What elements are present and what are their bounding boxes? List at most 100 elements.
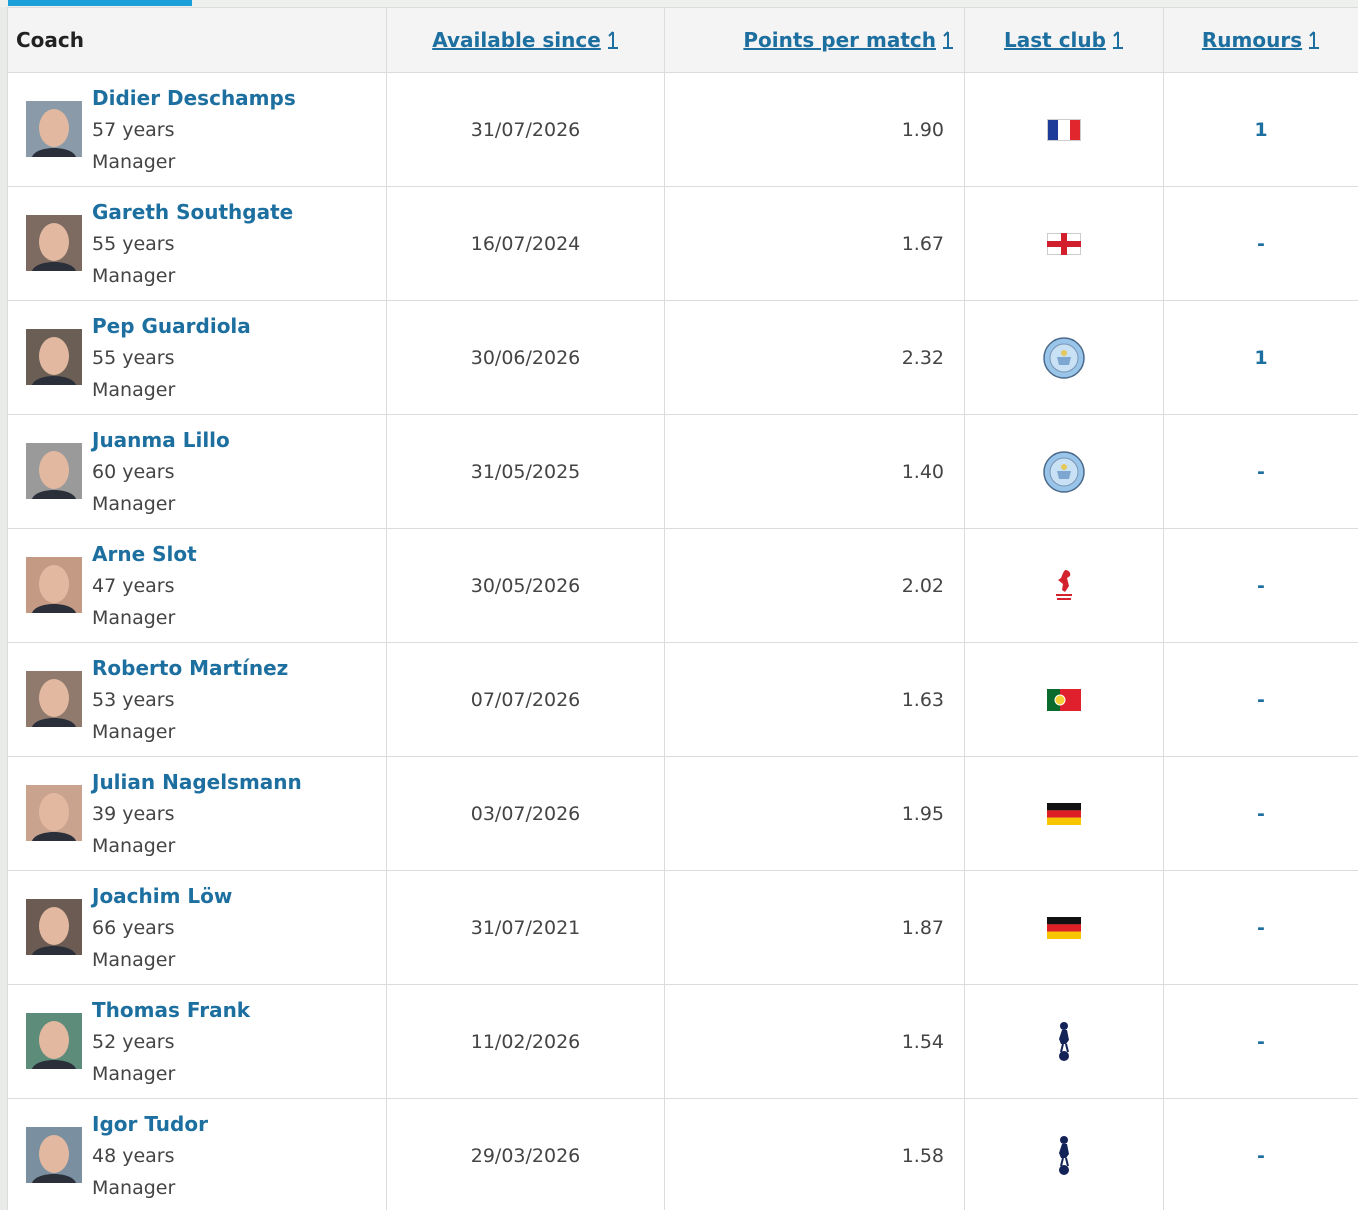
last-club bbox=[964, 1098, 1164, 1210]
coach-photo bbox=[26, 557, 82, 613]
coach-role: Manager bbox=[92, 949, 176, 971]
coach-age: 60 years bbox=[92, 461, 175, 483]
sort-link[interactable]: Rumours bbox=[1201, 28, 1303, 52]
coach-age: 48 years bbox=[92, 1145, 175, 1167]
available-since: 30/06/2026 bbox=[386, 300, 665, 415]
coach-photo bbox=[26, 1013, 82, 1069]
coach-cell: Julian Nagelsmann 39 years Manager bbox=[7, 756, 387, 871]
coach-name[interactable]: Juanma Lillo bbox=[92, 428, 230, 452]
club-liverpool bbox=[1056, 569, 1072, 600]
flag-england bbox=[1047, 232, 1081, 255]
sort-link[interactable]: Available since bbox=[432, 28, 601, 52]
coach-name[interactable]: Julian Nagelsmann bbox=[92, 770, 302, 794]
coach-age: 47 years bbox=[92, 575, 175, 597]
coach-row: Julian Nagelsmann 39 years Manager 03/07/20… bbox=[7, 756, 1358, 871]
coach-cell: Pep Guardiola 55 years Manager bbox=[7, 300, 387, 415]
coach-info: Didier Deschamps 57 years Manager bbox=[92, 82, 296, 178]
sort-icon bbox=[1309, 31, 1320, 49]
coach-role: Manager bbox=[92, 1063, 176, 1085]
coach-cell: Arne Slot 47 years Manager bbox=[7, 528, 387, 643]
coach-info: Joachim Löw 66 years Manager bbox=[92, 880, 232, 976]
coach-name[interactable]: Didier Deschamps bbox=[92, 86, 296, 110]
sort-link[interactable]: Last club bbox=[1004, 28, 1106, 52]
coach-name[interactable]: Igor Tudor bbox=[92, 1112, 208, 1136]
coach-row: Igor Tudor 48 years Manager 29/03/2026 1.58 - bbox=[7, 1098, 1358, 1210]
rumours: - bbox=[1163, 528, 1358, 643]
coach-role: Manager bbox=[92, 1177, 176, 1199]
last-club bbox=[964, 984, 1164, 1099]
points-per-match: 1.95 bbox=[664, 756, 965, 871]
coach-age: 66 years bbox=[92, 917, 175, 939]
club-tottenham bbox=[1059, 1135, 1069, 1175]
flag-germany bbox=[1047, 802, 1081, 825]
coach-role: Manager bbox=[92, 151, 176, 173]
coach-row: Thomas Frank 52 years Manager 11/02/2026 1.5… bbox=[7, 984, 1358, 1099]
sort-icon bbox=[607, 31, 618, 49]
coach-info: Gareth Southgate 55 years Manager bbox=[92, 196, 293, 292]
coach-info: Igor Tudor 48 years Manager bbox=[92, 1108, 208, 1204]
rumours: - bbox=[1163, 984, 1358, 1099]
rumours: 1 bbox=[1163, 300, 1358, 415]
rumours: - bbox=[1163, 414, 1358, 529]
coach-cell: Gareth Southgate 55 years Manager bbox=[7, 186, 387, 301]
coach-name[interactable]: Arne Slot bbox=[92, 542, 197, 566]
coach-age: 55 years bbox=[92, 233, 175, 255]
points-per-match: 1.67 bbox=[664, 186, 965, 301]
coach-cell: Juanma Lillo 60 years Manager bbox=[7, 414, 387, 529]
coach-row: Joachim Löw 66 years Manager 31/07/2021 1.87… bbox=[7, 870, 1358, 985]
coach-photo bbox=[26, 1127, 82, 1183]
header-text: Coach bbox=[16, 28, 85, 52]
coach-cell: Igor Tudor 48 years Manager bbox=[7, 1098, 387, 1210]
coach-role: Manager bbox=[92, 607, 176, 629]
sort-link[interactable]: Points per match bbox=[743, 28, 936, 52]
coach-row: Arne Slot 47 years Manager 30/05/2026 2.02 - bbox=[7, 528, 1358, 643]
points-per-match: 1.54 bbox=[664, 984, 965, 1099]
rumours: - bbox=[1163, 642, 1358, 757]
coach-role: Manager bbox=[92, 379, 176, 401]
coach-cell: Didier Deschamps 57 years Manager bbox=[7, 72, 387, 187]
coach-row: Didier Deschamps 57 years Manager 31/07/202… bbox=[7, 72, 1358, 187]
coach-role: Manager bbox=[92, 835, 176, 857]
coach-info: Julian Nagelsmann 39 years Manager bbox=[92, 766, 302, 862]
coach-cell: Thomas Frank 52 years Manager bbox=[7, 984, 387, 1099]
available-since: 03/07/2026 bbox=[386, 756, 665, 871]
last-club bbox=[964, 72, 1164, 187]
club-man-city bbox=[1043, 450, 1085, 493]
rumours: - bbox=[1163, 756, 1358, 871]
sort-icon bbox=[1112, 31, 1123, 49]
coach-photo bbox=[26, 671, 82, 727]
coach-role: Manager bbox=[92, 493, 176, 515]
coach-row: Juanma Lillo 60 years Manager 31/05/2025 1.4… bbox=[7, 414, 1358, 529]
coach-photo bbox=[26, 899, 82, 955]
active-tab[interactable] bbox=[8, 0, 192, 6]
coach-name[interactable]: Joachim Löw bbox=[92, 884, 233, 908]
header-row: Coach Available since Points per match L… bbox=[7, 7, 1358, 73]
coach-name[interactable]: Roberto Martínez bbox=[92, 656, 289, 680]
coach-photo bbox=[26, 101, 82, 157]
header-coach: Coach bbox=[7, 7, 387, 73]
coach-name[interactable]: Thomas Frank bbox=[92, 998, 251, 1022]
sort-icon bbox=[943, 31, 953, 49]
header-ppm: Points per match bbox=[664, 7, 965, 73]
rumours: - bbox=[1163, 870, 1358, 985]
coach-info: Roberto Martínez 53 years Manager bbox=[92, 652, 288, 748]
points-per-match: 1.90 bbox=[664, 72, 965, 187]
coach-name[interactable]: Gareth Southgate bbox=[92, 200, 294, 224]
club-man-city bbox=[1043, 336, 1085, 379]
coach-cell: Joachim Löw 66 years Manager bbox=[7, 870, 387, 985]
last-club bbox=[964, 528, 1164, 643]
available-since: 31/07/2021 bbox=[386, 870, 665, 985]
coach-name[interactable]: Pep Guardiola bbox=[92, 314, 251, 338]
last-club bbox=[964, 414, 1164, 529]
coach-age: 55 years bbox=[92, 347, 175, 369]
coach-table: Coach Available since Points per match L… bbox=[7, 7, 1358, 1210]
coach-age: 53 years bbox=[92, 689, 175, 711]
points-per-match: 1.58 bbox=[664, 1098, 965, 1210]
available-since: 07/07/2026 bbox=[386, 642, 665, 757]
rumours: 1 bbox=[1163, 72, 1358, 187]
coach-role: Manager bbox=[92, 721, 176, 743]
points-per-match: 2.02 bbox=[664, 528, 965, 643]
rumours: - bbox=[1163, 186, 1358, 301]
available-since: 31/07/2026 bbox=[386, 72, 665, 187]
coach-age: 52 years bbox=[92, 1031, 175, 1053]
